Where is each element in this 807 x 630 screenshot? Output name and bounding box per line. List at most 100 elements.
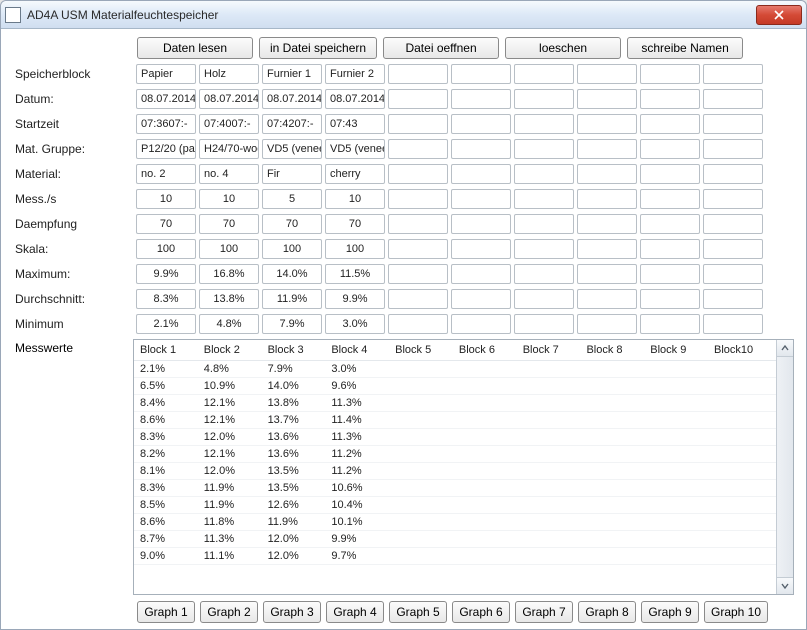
cell-durchschnitt-0[interactable]: 8.3% <box>136 289 196 309</box>
cell-datum-6[interactable] <box>514 89 574 109</box>
cell-daempfung-6[interactable] <box>514 214 574 234</box>
cell-speicherblock-7[interactable] <box>577 64 637 84</box>
cell-maximum-6[interactable] <box>514 264 574 284</box>
graph-button-9[interactable]: Graph 9 <box>641 601 699 623</box>
cell-minimum-5[interactable] <box>451 314 511 334</box>
cell-skala-3[interactable]: 100 <box>325 239 385 259</box>
cell-daempfung-2[interactable]: 70 <box>262 214 322 234</box>
cell-material-6[interactable] <box>514 164 574 184</box>
cell-mat_gruppe-7[interactable] <box>577 139 637 159</box>
cell-mess_s-4[interactable] <box>388 189 448 209</box>
cell-speicherblock-8[interactable] <box>640 64 700 84</box>
cell-datum-3[interactable]: 08.07.2014 <box>325 89 385 109</box>
cell-daempfung-0[interactable]: 70 <box>136 214 196 234</box>
cell-mess_s-2[interactable]: 5 <box>262 189 322 209</box>
cell-maximum-2[interactable]: 14.0% <box>262 264 322 284</box>
cell-speicherblock-6[interactable] <box>514 64 574 84</box>
cell-mat_gruppe-6[interactable] <box>514 139 574 159</box>
cell-datum-2[interactable]: 08.07.2014 <box>262 89 322 109</box>
cell-durchschnitt-8[interactable] <box>640 289 700 309</box>
cell-minimum-4[interactable] <box>388 314 448 334</box>
cell-mess_s-9[interactable] <box>703 189 763 209</box>
table-header-0[interactable]: Block 1 <box>134 340 198 361</box>
table-header-6[interactable]: Block 7 <box>517 340 581 361</box>
delete-button[interactable]: loeschen <box>505 37 621 59</box>
graph-button-8[interactable]: Graph 8 <box>578 601 636 623</box>
cell-mat_gruppe-2[interactable]: VD5 (veneer <box>262 139 322 159</box>
cell-material-2[interactable]: Fir <box>262 164 322 184</box>
cell-durchschnitt-2[interactable]: 11.9% <box>262 289 322 309</box>
graph-button-4[interactable]: Graph 4 <box>326 601 384 623</box>
cell-maximum-3[interactable]: 11.5% <box>325 264 385 284</box>
read-data-button[interactable]: Daten lesen <box>137 37 253 59</box>
save-to-file-button[interactable]: in Datei speichern <box>259 37 377 59</box>
scroll-up-button[interactable] <box>777 340 793 357</box>
cell-skala-8[interactable] <box>640 239 700 259</box>
cell-minimum-0[interactable]: 2.1% <box>136 314 196 334</box>
cell-skala-4[interactable] <box>388 239 448 259</box>
cell-skala-5[interactable] <box>451 239 511 259</box>
cell-speicherblock-0[interactable]: Papier <box>136 64 196 84</box>
table-header-5[interactable]: Block 6 <box>453 340 517 361</box>
graph-button-10[interactable]: Graph 10 <box>704 601 768 623</box>
cell-daempfung-4[interactable] <box>388 214 448 234</box>
cell-minimum-3[interactable]: 3.0% <box>325 314 385 334</box>
cell-mat_gruppe-8[interactable] <box>640 139 700 159</box>
table-header-9[interactable]: Block10 <box>708 340 776 361</box>
cell-durchschnitt-7[interactable] <box>577 289 637 309</box>
cell-skala-9[interactable] <box>703 239 763 259</box>
cell-minimum-7[interactable] <box>577 314 637 334</box>
cell-maximum-9[interactable] <box>703 264 763 284</box>
cell-daempfung-7[interactable] <box>577 214 637 234</box>
table-header-4[interactable]: Block 5 <box>389 340 453 361</box>
cell-datum-7[interactable] <box>577 89 637 109</box>
cell-mess_s-1[interactable]: 10 <box>199 189 259 209</box>
cell-startzeit-1[interactable]: 07:4007:- <box>199 114 259 134</box>
cell-material-1[interactable]: no. 4 <box>199 164 259 184</box>
table-header-3[interactable]: Block 4 <box>325 340 389 361</box>
open-file-button[interactable]: Datei oeffnen <box>383 37 499 59</box>
cell-minimum-8[interactable] <box>640 314 700 334</box>
close-button[interactable] <box>756 5 802 25</box>
cell-maximum-1[interactable]: 16.8% <box>199 264 259 284</box>
cell-durchschnitt-4[interactable] <box>388 289 448 309</box>
graph-button-1[interactable]: Graph 1 <box>137 601 195 623</box>
table-header-2[interactable]: Block 3 <box>262 340 326 361</box>
cell-mat_gruppe-5[interactable] <box>451 139 511 159</box>
cell-skala-1[interactable]: 100 <box>199 239 259 259</box>
graph-button-5[interactable]: Graph 5 <box>389 601 447 623</box>
cell-durchschnitt-9[interactable] <box>703 289 763 309</box>
cell-mess_s-5[interactable] <box>451 189 511 209</box>
cell-maximum-5[interactable] <box>451 264 511 284</box>
cell-mess_s-7[interactable] <box>577 189 637 209</box>
cell-daempfung-8[interactable] <box>640 214 700 234</box>
cell-durchschnitt-5[interactable] <box>451 289 511 309</box>
cell-speicherblock-2[interactable]: Furnier 1 <box>262 64 322 84</box>
cell-datum-0[interactable]: 08.07.2014 <box>136 89 196 109</box>
cell-datum-5[interactable] <box>451 89 511 109</box>
cell-durchschnitt-6[interactable] <box>514 289 574 309</box>
cell-startzeit-4[interactable] <box>388 114 448 134</box>
write-names-button[interactable]: schreibe Namen <box>627 37 743 59</box>
cell-speicherblock-5[interactable] <box>451 64 511 84</box>
cell-minimum-2[interactable]: 7.9% <box>262 314 322 334</box>
graph-button-2[interactable]: Graph 2 <box>200 601 258 623</box>
graph-button-3[interactable]: Graph 3 <box>263 601 321 623</box>
scroll-down-button[interactable] <box>777 577 793 594</box>
cell-skala-7[interactable] <box>577 239 637 259</box>
table-header-7[interactable]: Block 8 <box>580 340 644 361</box>
cell-skala-2[interactable]: 100 <box>262 239 322 259</box>
cell-startzeit-0[interactable]: 07:3607:- <box>136 114 196 134</box>
cell-startzeit-2[interactable]: 07:4207:- <box>262 114 322 134</box>
cell-datum-4[interactable] <box>388 89 448 109</box>
cell-daempfung-5[interactable] <box>451 214 511 234</box>
cell-material-7[interactable] <box>577 164 637 184</box>
cell-daempfung-9[interactable] <box>703 214 763 234</box>
graph-button-6[interactable]: Graph 6 <box>452 601 510 623</box>
cell-startzeit-5[interactable] <box>451 114 511 134</box>
cell-mess_s-0[interactable]: 10 <box>136 189 196 209</box>
cell-startzeit-9[interactable] <box>703 114 763 134</box>
cell-material-8[interactable] <box>640 164 700 184</box>
cell-material-0[interactable]: no. 2 <box>136 164 196 184</box>
cell-mat_gruppe-0[interactable]: P12/20 (pap <box>136 139 196 159</box>
